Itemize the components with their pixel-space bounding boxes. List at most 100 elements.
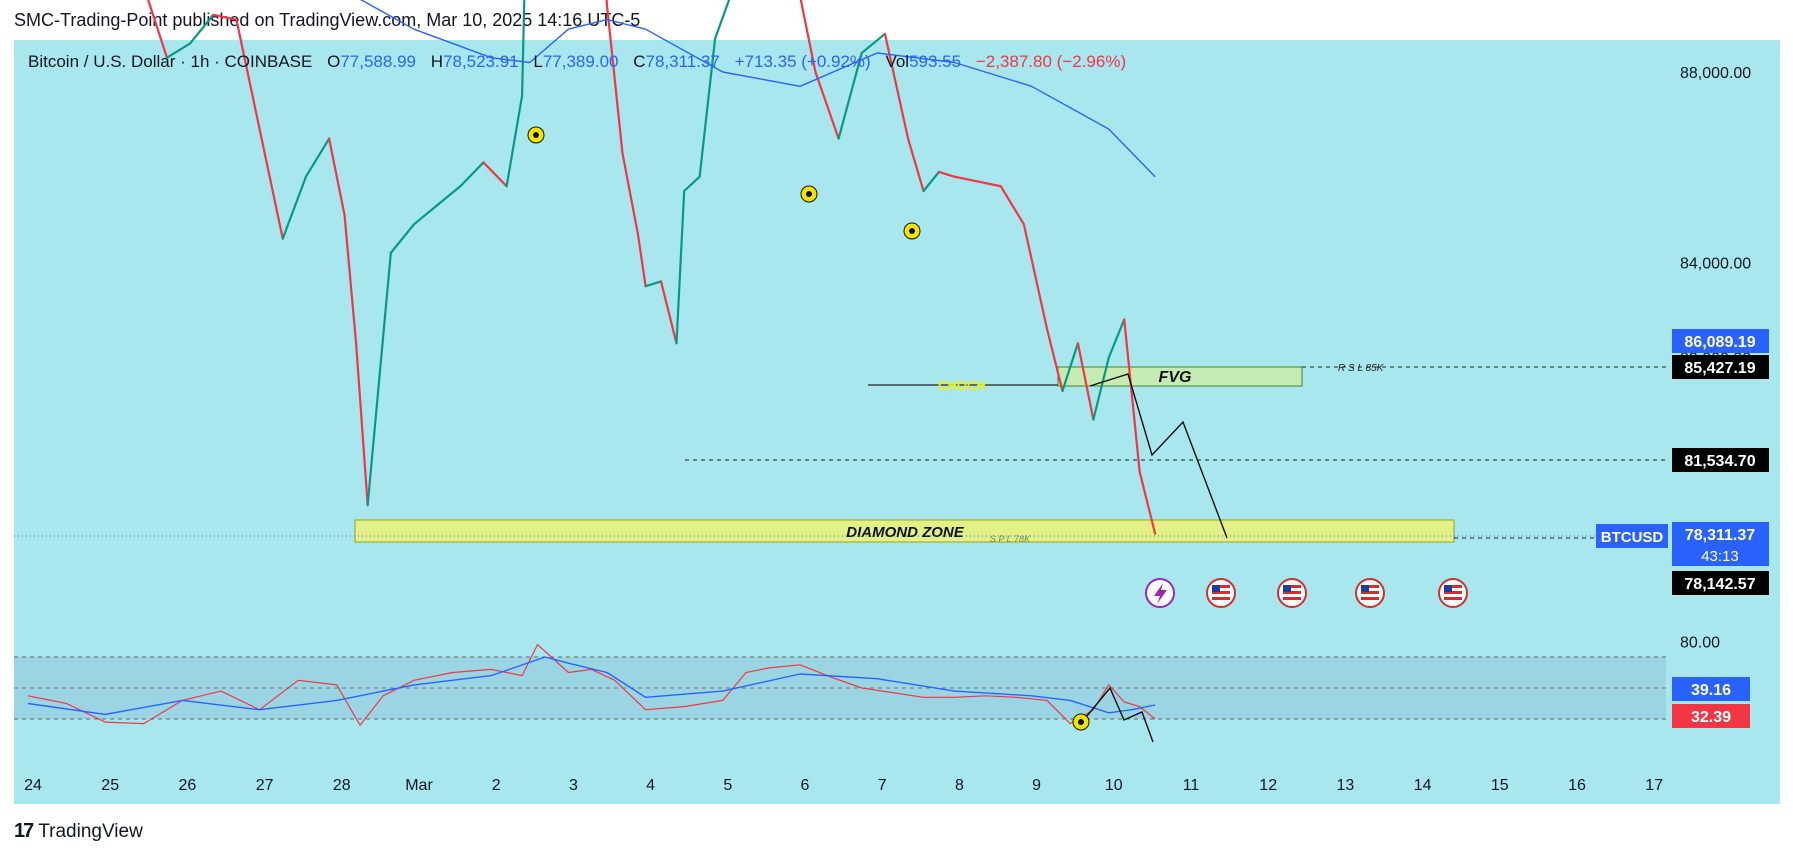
x-tick-label: 6	[801, 777, 810, 794]
price-segment	[644, 280, 663, 288]
price-segment	[1061, 342, 1080, 393]
volume-change: −2,387.80 (−2.96%)	[975, 52, 1127, 71]
x-tick-label: 17	[1645, 777, 1663, 794]
price-segment	[698, 37, 717, 178]
ma-series-group	[360, 0, 1156, 178]
price-segment	[343, 213, 358, 345]
price-segment	[1045, 327, 1064, 393]
price-segment	[605, 0, 609, 7]
price-segment	[906, 137, 925, 193]
countdown-label: 43:13	[1701, 548, 1739, 565]
diamond-zone-label: DIAMOND ZONE	[846, 524, 964, 541]
price-segment	[1107, 318, 1126, 359]
price-segment	[605, 4, 624, 155]
price-segment	[713, 0, 731, 40]
price-segment	[953, 175, 979, 183]
us-flag-event-icon[interactable]	[1277, 578, 1307, 608]
rsi-projection-path	[1081, 686, 1154, 743]
price-segment	[621, 151, 639, 235]
swing-high-marker	[806, 191, 812, 197]
tradingview-logo-icon: 17	[14, 820, 34, 842]
symbol-tag-label: BTCUSD	[1601, 529, 1664, 546]
x-tick-label: 2	[492, 777, 501, 794]
x-tick-label: 8	[955, 777, 964, 794]
us-flag-event-icon[interactable]	[1438, 578, 1468, 608]
price-segment	[675, 189, 686, 345]
us-flag-event-icon[interactable]	[1206, 578, 1236, 608]
price-segment	[1076, 342, 1095, 421]
price-segment	[636, 232, 647, 288]
x-tick-label: 4	[646, 777, 655, 794]
current-price-tag: 78,311.37 43:13	[1672, 522, 1769, 566]
x-tick-label: 9	[1032, 777, 1041, 794]
price-segment	[1138, 470, 1157, 535]
price-segment	[482, 161, 508, 188]
price-segment	[520, 0, 526, 97]
diamond-zone-sublabel: S P L 78K	[990, 534, 1031, 544]
price-segment	[459, 161, 485, 188]
change-value: +713.35 (+0.92%)	[734, 52, 871, 71]
us-flag-event-icon[interactable]	[1355, 578, 1385, 608]
x-tick-label: 14	[1414, 777, 1432, 794]
low-marker-tag: 78,142.57	[1672, 571, 1769, 595]
open-label: O	[327, 52, 341, 71]
price-segment	[937, 170, 956, 178]
price-segment	[281, 175, 308, 240]
rsi-value-a-tag: 39.16	[1672, 677, 1750, 701]
x-tick-label: 3	[569, 777, 578, 794]
published-header: SMC-Trading-Point published on TradingVi…	[14, 10, 640, 31]
current-price-label: 78,311.37	[1685, 527, 1755, 544]
symbol-tag: BTCUSD	[1596, 524, 1668, 548]
rsi-value-b-label: 32.39	[1691, 709, 1731, 726]
x-tick-label: 13	[1337, 777, 1355, 794]
price-segment	[327, 137, 346, 216]
high-label: H	[430, 52, 443, 71]
price-series-group	[147, 0, 1157, 535]
price-segment	[189, 13, 215, 45]
swing-high-marker	[533, 132, 539, 138]
low-label: L	[533, 52, 543, 71]
rsl-label: R S L 85K	[1338, 363, 1385, 374]
projection-path	[1089, 373, 1228, 539]
open-value: 77,588.99	[340, 52, 416, 71]
price-segment	[860, 32, 887, 55]
low-marker-label: 78,142.57	[1684, 576, 1755, 593]
rsi-line	[27, 643, 1156, 726]
price-segment	[1092, 356, 1110, 421]
x-tick-label: Mar	[405, 777, 433, 794]
ohlc-legend: Bitcoin / U.S. Dollar · 1h · COINBASE O7…	[28, 52, 1126, 72]
x-tick-label: 15	[1491, 777, 1509, 794]
brand-name: TradingView	[38, 820, 143, 842]
fvg-label: FVG	[1159, 369, 1192, 386]
price-segment	[999, 185, 1025, 226]
price-segment	[258, 128, 284, 240]
price-segment	[976, 180, 1002, 188]
close-value: 78,311.37	[645, 52, 720, 71]
price-segment	[165, 42, 192, 59]
price-segment	[304, 137, 331, 178]
y-tick-label: 84,000.00	[1680, 255, 1751, 272]
diamond-zone	[354, 519, 1455, 543]
close-label: C	[633, 52, 646, 71]
lightning-event-icon[interactable]	[1145, 578, 1175, 608]
swing-high-marker	[909, 228, 915, 234]
price-segment	[922, 170, 941, 193]
ma-value-tag: 86,089.19	[1672, 329, 1769, 353]
rsi-series-group	[27, 643, 1156, 726]
x-tick-label: 10	[1105, 777, 1123, 794]
price-segment	[1022, 223, 1049, 331]
price-segment	[355, 342, 369, 507]
rsi-value-a-label: 39.16	[1691, 682, 1731, 699]
price-segment	[799, 0, 817, 74]
price-segment	[212, 13, 238, 21]
price-segment	[412, 204, 439, 226]
x-tick-label: 16	[1568, 777, 1586, 794]
price-segment	[505, 94, 524, 188]
price-segment	[1123, 318, 1141, 473]
fvg-level-label: 85,427.19	[1684, 360, 1755, 377]
x-tick-label: 5	[723, 777, 732, 794]
choch-label: CHOCH	[938, 378, 986, 393]
footer-brand[interactable]: 17 TradingView	[14, 820, 143, 843]
price-segment	[389, 223, 416, 254]
